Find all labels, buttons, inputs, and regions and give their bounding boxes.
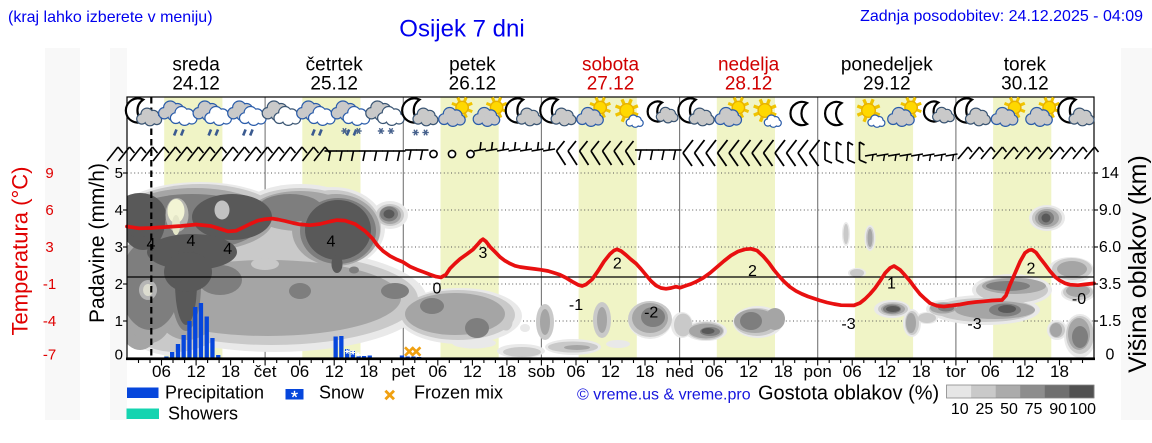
svg-text:27.12: 27.12 — [587, 74, 635, 95]
svg-text:ponedeljek: ponedeljek — [841, 55, 933, 76]
svg-text:Snow: Snow — [319, 383, 365, 403]
svg-text:© vreme.us & vreme.pro: © vreme.us & vreme.pro — [577, 387, 751, 404]
svg-text:-1: -1 — [43, 276, 56, 293]
svg-text:pet: pet — [391, 362, 415, 381]
svg-text:3: 3 — [115, 239, 123, 256]
svg-text:-1: -1 — [569, 297, 583, 314]
svg-text:4: 4 — [223, 241, 232, 258]
svg-text:nedelja: nedelja — [718, 55, 780, 76]
svg-text:Višina oblakov (km): Višina oblakov (km) — [1124, 155, 1152, 373]
svg-text:čet: čet — [254, 362, 277, 381]
svg-text:18: 18 — [497, 362, 516, 381]
svg-text:12: 12 — [325, 362, 344, 381]
svg-text:-7: -7 — [43, 347, 56, 364]
svg-text:Padavine (mm/h): Padavine (mm/h) — [86, 163, 109, 323]
svg-text:30.12: 30.12 — [1001, 74, 1049, 95]
svg-text:14: 14 — [1101, 165, 1119, 182]
svg-text:06: 06 — [981, 362, 1000, 381]
svg-text:1.5: 1.5 — [1099, 313, 1121, 330]
svg-text:Osijek 7 dni: Osijek 7 dni — [399, 16, 524, 43]
svg-text:25: 25 — [976, 401, 994, 418]
svg-text:ned: ned — [665, 362, 693, 381]
svg-text:1: 1 — [115, 313, 123, 330]
svg-text:12: 12 — [739, 362, 758, 381]
svg-text:4: 4 — [327, 234, 336, 251]
svg-text:3: 3 — [479, 245, 488, 262]
svg-text:2: 2 — [1027, 261, 1036, 278]
svg-text:četrtek: četrtek — [306, 55, 364, 76]
svg-text:12: 12 — [1015, 362, 1034, 381]
svg-text:5: 5 — [115, 165, 123, 182]
svg-text:18: 18 — [1050, 362, 1069, 381]
svg-text:Zadnja posodobitev: 24.12.2025: Zadnja posodobitev: 24.12.2025 - 04:09 — [860, 8, 1143, 25]
svg-text:18: 18 — [912, 362, 931, 381]
svg-text:25.12: 25.12 — [310, 74, 358, 95]
svg-text:petek: petek — [449, 55, 496, 76]
svg-text:90: 90 — [1049, 401, 1067, 418]
svg-text:Gostota oblakov (%): Gostota oblakov (%) — [758, 383, 939, 405]
svg-text:12: 12 — [187, 362, 206, 381]
svg-text:75: 75 — [1025, 401, 1043, 418]
svg-text:6: 6 — [45, 202, 53, 219]
svg-text:10: 10 — [951, 401, 969, 418]
svg-text:tor: tor — [946, 362, 966, 381]
svg-text:-2: -2 — [644, 305, 658, 322]
svg-text:-0: -0 — [1072, 291, 1086, 308]
svg-text:0: 0 — [433, 281, 442, 298]
svg-text:18: 18 — [636, 362, 655, 381]
svg-text:18: 18 — [774, 362, 793, 381]
svg-text:pon: pon — [804, 362, 832, 381]
svg-text:4: 4 — [115, 202, 123, 219]
svg-text:18: 18 — [359, 362, 378, 381]
svg-text:29.12: 29.12 — [863, 74, 911, 95]
svg-text:06: 06 — [705, 362, 724, 381]
svg-text:4: 4 — [147, 236, 156, 253]
svg-text:-3: -3 — [841, 316, 855, 333]
svg-text:-3: -3 — [967, 316, 981, 333]
svg-text:2: 2 — [115, 276, 123, 293]
svg-text:-4: -4 — [43, 313, 56, 330]
svg-text:1: 1 — [887, 276, 896, 293]
svg-text:0: 0 — [1106, 347, 1115, 364]
svg-text:torek: torek — [1004, 55, 1047, 76]
svg-text:12: 12 — [601, 362, 620, 381]
svg-text:12: 12 — [463, 362, 482, 381]
svg-text:0: 0 — [115, 347, 123, 364]
svg-text:sreda: sreda — [172, 55, 220, 76]
svg-text:06: 06 — [290, 362, 309, 381]
svg-text:06: 06 — [843, 362, 862, 381]
svg-text:2: 2 — [613, 256, 622, 273]
svg-text:26.12: 26.12 — [449, 74, 497, 95]
svg-text:06: 06 — [567, 362, 586, 381]
svg-text:Temperatura (°C): Temperatura (°C) — [8, 167, 33, 336]
svg-text:50: 50 — [1000, 401, 1018, 418]
svg-text:18: 18 — [221, 362, 240, 381]
svg-text:(kraj lahko izberete v meniju): (kraj lahko izberete v meniju) — [8, 9, 213, 26]
svg-text:12: 12 — [877, 362, 896, 381]
svg-text:100: 100 — [1069, 401, 1096, 418]
svg-text:4: 4 — [187, 233, 196, 250]
svg-text:Frozen mix: Frozen mix — [414, 383, 503, 403]
svg-text:6.0: 6.0 — [1099, 239, 1121, 256]
svg-text:sob: sob — [528, 362, 555, 381]
svg-text:06: 06 — [428, 362, 447, 381]
svg-text:9: 9 — [45, 165, 53, 182]
svg-text:sobota: sobota — [582, 55, 639, 76]
svg-text:Showers: Showers — [168, 404, 238, 424]
svg-text:28.12: 28.12 — [725, 74, 773, 95]
svg-text:9.0: 9.0 — [1099, 202, 1121, 219]
svg-text:Precipitation: Precipitation — [165, 383, 264, 403]
svg-text:2: 2 — [748, 263, 757, 280]
svg-text:24.12: 24.12 — [172, 74, 220, 95]
svg-text:3: 3 — [45, 239, 53, 256]
svg-text:3.5: 3.5 — [1099, 276, 1121, 293]
svg-text:06: 06 — [152, 362, 171, 381]
